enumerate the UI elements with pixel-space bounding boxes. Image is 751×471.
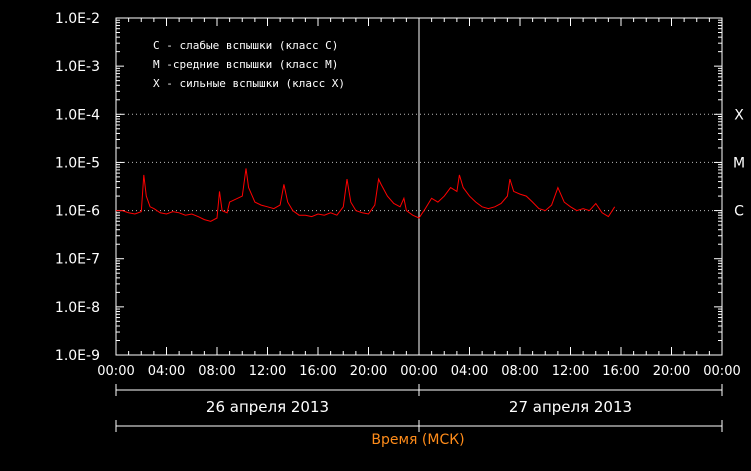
class-label-c: C <box>734 204 744 220</box>
x-tick-label: 20:00 <box>653 364 690 379</box>
y-tick-label: 1.0E-9 <box>55 348 100 364</box>
y-tick-label: 1.0E-2 <box>55 11 100 27</box>
legend-entry: X - сильные вспышки (класс X) <box>153 77 345 90</box>
legend-entry: M -средние вспышки (класс М) <box>153 58 338 71</box>
date-label: 27 апреля 2013 <box>509 398 632 416</box>
class-label-m: M <box>733 155 745 171</box>
x-tick-label: 20:00 <box>350 364 387 379</box>
x-tick-label: 08:00 <box>198 364 235 379</box>
x-tick-label: 00:00 <box>97 364 134 379</box>
x-tick-label: 04:00 <box>148 364 185 379</box>
y-tick-label: 1.0E-5 <box>55 155 100 171</box>
legend: C - слабые вспышки (класс С) M -средние в… <box>153 39 345 90</box>
axes: 1.0E-9 1.0E-8 1.0E-7 1.0E-6 1.0E-5 1.0E-4 1.0E… <box>55 11 741 379</box>
flare-class-lines: X M C <box>116 107 745 220</box>
series-line-0 <box>116 168 616 222</box>
x-tick-label: 08:00 <box>501 364 538 379</box>
legend-entry: C - слабые вспышки (класс С) <box>153 39 338 52</box>
date-label: 26 апреля 2013 <box>206 398 329 416</box>
y-tick-label: 1.0E-4 <box>55 107 100 123</box>
y-tick-label: 1.0E-6 <box>55 204 100 220</box>
y-tick-label: 1.0E-8 <box>55 300 100 316</box>
x-tick-label: 12:00 <box>249 364 286 379</box>
date-band: 26 апреля 2013 27 апреля 2013 <box>115 384 723 432</box>
x-tick-label: 00:00 <box>703 364 740 379</box>
x-tick-label: 04:00 <box>451 364 488 379</box>
series-layer <box>116 168 616 222</box>
x-axis-label: Время (МСК) <box>371 432 464 448</box>
x-tick-label: 16:00 <box>299 364 336 379</box>
y-tick-label: 1.0E-7 <box>55 252 100 268</box>
y-tick-label: 1.0E-3 <box>55 59 100 75</box>
x-tick-label: 16:00 <box>602 364 639 379</box>
x-tick-label: 12:00 <box>552 364 589 379</box>
x-tick-label: 00:00 <box>400 364 437 379</box>
class-label-x: X <box>734 107 744 123</box>
